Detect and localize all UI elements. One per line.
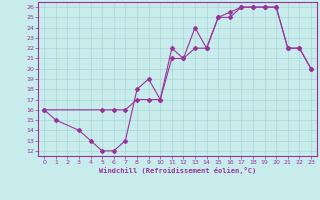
X-axis label: Windchill (Refroidissement éolien,°C): Windchill (Refroidissement éolien,°C): [99, 167, 256, 174]
